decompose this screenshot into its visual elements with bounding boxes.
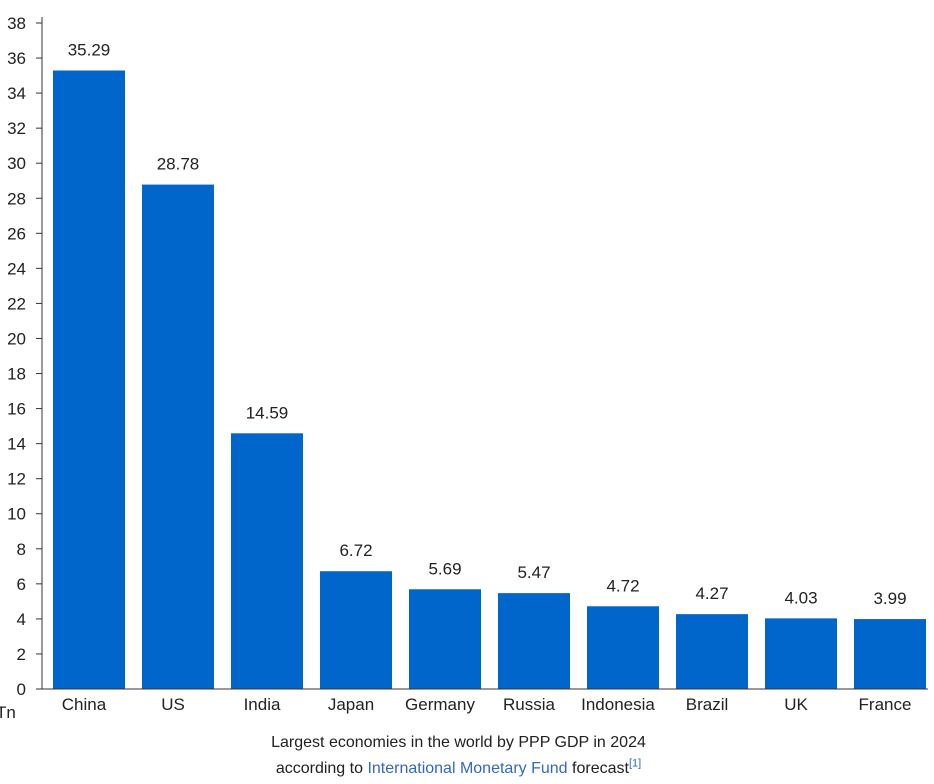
bar-value-label: 6.72 bbox=[339, 541, 372, 560]
x-category-label: China bbox=[62, 695, 107, 714]
y-axis-unit-label: Tn bbox=[0, 703, 16, 722]
bar-value-label: 3.99 bbox=[873, 589, 906, 608]
bar-value-label: 4.27 bbox=[695, 584, 728, 603]
y-tick-label: 22 bbox=[7, 294, 26, 313]
bar-value-label: 14.59 bbox=[246, 403, 289, 422]
bar-russia bbox=[498, 593, 570, 689]
bar-france bbox=[854, 619, 926, 689]
bar-uk bbox=[765, 618, 837, 689]
bar-value-label: 4.72 bbox=[606, 576, 639, 595]
x-axis: China US India Japan Germany Russia Indonesia B… bbox=[42, 688, 928, 714]
x-category-label: UK bbox=[784, 695, 808, 714]
y-tick-label: 0 bbox=[17, 680, 26, 699]
bar-india bbox=[231, 433, 303, 689]
y-tick-label: 6 bbox=[17, 575, 26, 594]
y-tick-label: 24 bbox=[7, 259, 26, 278]
bar-us bbox=[142, 184, 214, 689]
footnote-link[interactable]: [1] bbox=[628, 757, 642, 770]
caption-prefix: according to bbox=[275, 760, 363, 777]
y-tick-label: 8 bbox=[17, 540, 26, 559]
y-tick-label: 2 bbox=[17, 645, 26, 664]
y-tick-label: 20 bbox=[7, 329, 26, 348]
bar-brazil bbox=[676, 614, 748, 689]
y-tick-label: 26 bbox=[7, 224, 26, 243]
bar-china bbox=[53, 70, 125, 689]
bar-value-label: 35.29 bbox=[68, 40, 111, 59]
y-tick-label: 30 bbox=[7, 154, 26, 173]
caption-line-1: Largest economies in the world by PPP GD… bbox=[271, 734, 646, 751]
y-tick-label: 34 bbox=[7, 84, 26, 103]
bars: 35.29 28.78 14.59 6.72 5.69 5.47 4.72 4.27 4.03 3… bbox=[53, 40, 926, 689]
bar-japan bbox=[320, 571, 392, 689]
x-category-label: US bbox=[161, 695, 185, 714]
y-tick-label: 14 bbox=[7, 435, 26, 454]
x-category-label: France bbox=[859, 695, 912, 714]
bar-value-label: 5.69 bbox=[428, 559, 461, 578]
x-category-label: Germany bbox=[405, 695, 475, 714]
x-category-label: Japan bbox=[328, 695, 374, 714]
bar-indonesia bbox=[587, 606, 659, 689]
y-tick-label: 18 bbox=[7, 365, 26, 384]
bar-value-label: 5.47 bbox=[517, 563, 550, 582]
y-tick-label: 4 bbox=[17, 610, 26, 629]
figure-caption: Largest economies in the world by PPP GD… bbox=[0, 730, 917, 782]
caption-line-2: according to International Monetary Fund… bbox=[0, 756, 917, 782]
bar-germany bbox=[409, 589, 481, 689]
y-tick-label: 36 bbox=[7, 49, 26, 68]
y-tick-label: 16 bbox=[7, 400, 26, 419]
bar-value-label: 28.78 bbox=[157, 155, 200, 174]
x-category-label: India bbox=[244, 695, 281, 714]
y-tick-label: 12 bbox=[7, 470, 26, 489]
x-category-label: Russia bbox=[503, 695, 556, 714]
x-category-label: Indonesia bbox=[581, 695, 655, 714]
bar-value-label: 4.03 bbox=[784, 588, 817, 607]
y-tick-label: 32 bbox=[7, 119, 26, 138]
y-tick-label: 10 bbox=[7, 505, 26, 524]
caption-suffix: forecast bbox=[572, 760, 629, 777]
x-category-label: Brazil bbox=[686, 695, 729, 714]
y-tick-label: 38 bbox=[7, 14, 26, 33]
imf-link[interactable]: International Monetary Fund bbox=[367, 760, 568, 777]
y-tick-label: 28 bbox=[7, 189, 26, 208]
